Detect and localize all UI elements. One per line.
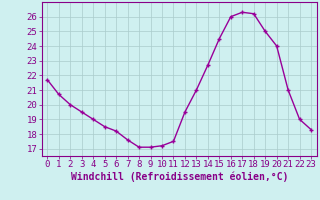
X-axis label: Windchill (Refroidissement éolien,°C): Windchill (Refroidissement éolien,°C) bbox=[70, 172, 288, 182]
